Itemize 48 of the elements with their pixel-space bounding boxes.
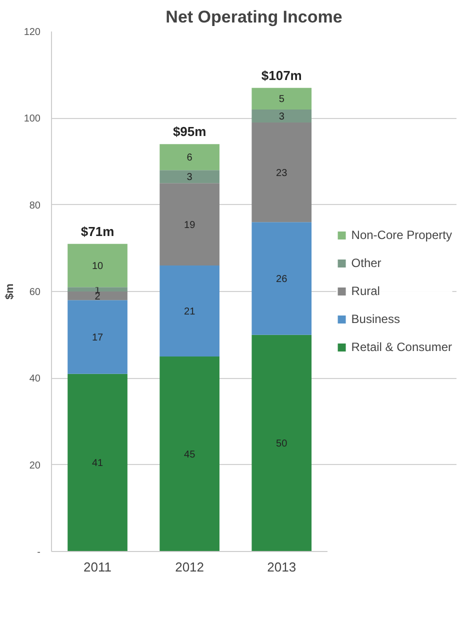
bar bbox=[252, 110, 312, 122]
x-tick-label: 2012 bbox=[175, 560, 204, 574]
data-label: 5 bbox=[278, 94, 285, 106]
legend-label: Business bbox=[351, 312, 400, 326]
data-label: 3 bbox=[186, 172, 193, 184]
bar bbox=[252, 222, 312, 335]
y-tick-label: 80 bbox=[29, 200, 41, 212]
legend-label: Retail & Consumer bbox=[351, 340, 452, 354]
legend-label: Other bbox=[351, 256, 382, 270]
y-tick-label: 40 bbox=[29, 374, 41, 385]
data-label: 17 bbox=[92, 332, 104, 344]
data-label: 41 bbox=[92, 458, 104, 470]
bar bbox=[160, 183, 220, 266]
data-label: 23 bbox=[276, 168, 288, 179]
legend-label: Non-Core Property bbox=[351, 228, 452, 242]
total-label: $71m bbox=[80, 224, 114, 239]
bar bbox=[160, 144, 220, 170]
data-label: 21 bbox=[184, 306, 196, 318]
y-axis-title: $m bbox=[4, 283, 16, 300]
bar bbox=[160, 266, 220, 356]
bar bbox=[160, 170, 220, 184]
y-tick-label: - bbox=[37, 547, 41, 558]
data-label: 45 bbox=[184, 450, 196, 460]
y-tick-label: 20 bbox=[29, 460, 41, 472]
data-label: 6 bbox=[186, 152, 193, 164]
y-tick-label: 100 bbox=[24, 114, 41, 125]
data-label: 26 bbox=[276, 274, 288, 285]
bar bbox=[252, 334, 312, 552]
bar bbox=[68, 287, 128, 292]
data-label: 19 bbox=[184, 220, 196, 231]
chart-title: Net Operating Income bbox=[166, 8, 342, 26]
data-label: 50 bbox=[276, 438, 288, 450]
bar bbox=[252, 122, 312, 222]
bar bbox=[68, 292, 128, 300]
data-label: 3 bbox=[278, 112, 285, 122]
y-tick-label: 60 bbox=[29, 287, 41, 298]
total-label: $107m bbox=[261, 68, 302, 83]
bar bbox=[160, 356, 220, 552]
data-label: 10 bbox=[92, 261, 104, 272]
y-tick-label: 120 bbox=[24, 27, 41, 38]
bar bbox=[68, 300, 128, 374]
bar bbox=[252, 88, 312, 110]
x-tick-label: 2013 bbox=[267, 560, 296, 574]
legend-label: Rural bbox=[351, 284, 380, 298]
bar bbox=[68, 244, 128, 288]
x-tick-label: 2011 bbox=[84, 560, 112, 574]
total-label: $95m bbox=[172, 124, 206, 140]
bar bbox=[68, 374, 128, 552]
